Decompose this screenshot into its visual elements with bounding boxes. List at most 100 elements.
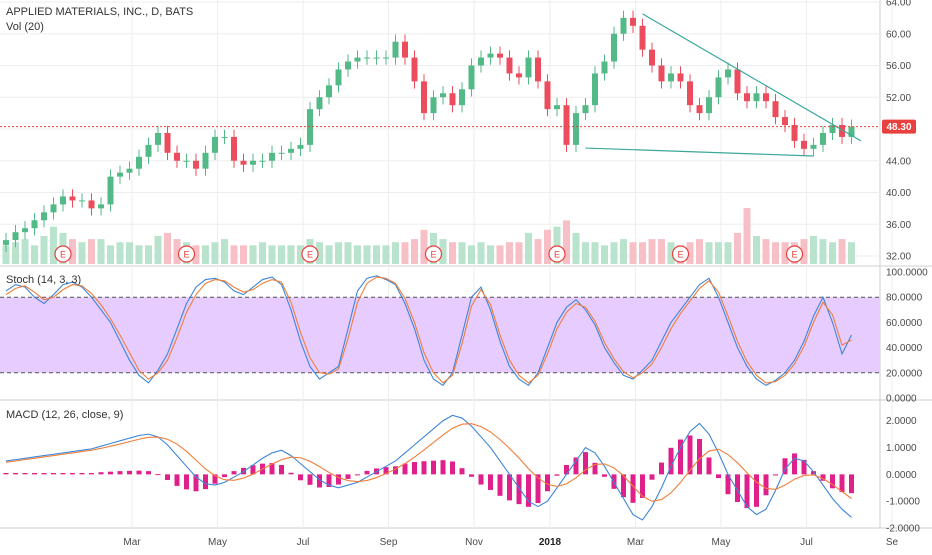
candle-body[interactable]	[544, 81, 551, 110]
candle-body[interactable]	[582, 105, 589, 114]
candle-body[interactable]	[639, 25, 646, 50]
candle-body[interactable]	[839, 125, 845, 137]
candle-body[interactable]	[677, 73, 684, 82]
candle-body[interactable]	[88, 200, 95, 209]
candle-body[interactable]	[706, 97, 712, 114]
candle-body[interactable]	[41, 212, 47, 221]
candle-body[interactable]	[12, 232, 19, 241]
candle-body[interactable]	[449, 93, 456, 106]
candle-body[interactable]	[810, 144, 817, 149]
candle-body[interactable]	[335, 69, 342, 86]
candle-body[interactable]	[392, 41, 399, 58]
candle-body[interactable]	[278, 152, 285, 154]
candle-body[interactable]	[212, 136, 218, 153]
candle-body[interactable]	[259, 160, 266, 162]
candle-body[interactable]	[354, 57, 361, 62]
earnings-marker[interactable]	[671, 245, 690, 263]
candle-body[interactable]	[649, 49, 655, 66]
candle-body[interactable]	[801, 140, 807, 149]
candle-body[interactable]	[50, 204, 57, 213]
earnings-marker[interactable]	[548, 245, 566, 263]
candle-body[interactable]	[3, 240, 9, 245]
candle-body[interactable]	[250, 160, 256, 165]
candle-body[interactable]	[145, 144, 152, 157]
candle-body[interactable]	[734, 69, 741, 94]
trendline-lower[interactable]	[585, 147, 814, 157]
candle-body[interactable]	[269, 152, 275, 161]
earnings-marker[interactable]	[54, 245, 72, 263]
candle-body[interactable]	[126, 168, 133, 173]
candle-body[interactable]	[183, 160, 190, 162]
candle-body[interactable]	[487, 53, 494, 58]
candle-body[interactable]	[573, 113, 579, 145]
candle-body[interactable]	[535, 57, 541, 82]
candle-body[interactable]	[316, 97, 323, 110]
candle-body[interactable]	[345, 61, 351, 70]
candle-body[interactable]	[820, 132, 826, 145]
candle-body[interactable]	[22, 228, 28, 233]
candle-body[interactable]	[658, 65, 665, 82]
candle-body[interactable]	[763, 93, 769, 102]
candle-body[interactable]	[554, 105, 560, 110]
candle-body[interactable]	[202, 152, 209, 169]
candle-body[interactable]	[430, 97, 437, 114]
candle-body[interactable]	[107, 176, 114, 205]
candle-body[interactable]	[373, 57, 380, 59]
candle-body[interactable]	[383, 57, 389, 59]
candle-body[interactable]	[117, 172, 123, 177]
candle-body[interactable]	[411, 57, 418, 82]
candle-body[interactable]	[829, 125, 836, 133]
candle-body[interactable]	[782, 117, 788, 126]
candle-body[interactable]	[155, 132, 161, 145]
candle-body[interactable]	[459, 89, 465, 106]
candle-body[interactable]	[611, 33, 617, 62]
trendline-upper[interactable]	[642, 13, 862, 142]
candle-body[interactable]	[772, 101, 779, 118]
candle-body[interactable]	[715, 77, 722, 98]
candle-body[interactable]	[231, 136, 237, 161]
earnings-marker[interactable]	[177, 245, 196, 263]
candle-body[interactable]	[288, 148, 294, 153]
candle-body[interactable]	[687, 81, 693, 106]
candle-body[interactable]	[848, 126, 855, 137]
candle-body[interactable]	[516, 73, 522, 78]
candle-body[interactable]	[497, 53, 503, 58]
candle-body[interactable]	[31, 220, 38, 229]
candle-body[interactable]	[60, 196, 66, 205]
candle-body[interactable]	[478, 57, 484, 66]
candle-body[interactable]	[402, 41, 408, 58]
candle-body[interactable]	[563, 105, 570, 145]
candle-body[interactable]	[136, 156, 142, 169]
candle-body[interactable]	[240, 160, 247, 165]
candle-body[interactable]	[364, 57, 370, 59]
candle-body[interactable]	[69, 196, 76, 201]
candle-body[interactable]	[668, 73, 674, 82]
candle-body[interactable]	[174, 152, 180, 161]
candle-body[interactable]	[79, 200, 85, 202]
candle-body[interactable]	[326, 85, 332, 98]
candle-body[interactable]	[620, 17, 627, 34]
candle-body[interactable]	[601, 61, 608, 74]
candle-body[interactable]	[630, 17, 636, 26]
candle-body[interactable]	[221, 136, 228, 138]
candle-body[interactable]	[297, 144, 304, 149]
candle-body[interactable]	[525, 57, 532, 78]
candle-body[interactable]	[753, 93, 760, 102]
candle-body[interactable]	[98, 204, 104, 209]
candle-body[interactable]	[744, 93, 750, 102]
candle-body[interactable]	[592, 73, 598, 106]
candle-body[interactable]	[468, 65, 475, 90]
candles-layer[interactable]	[3, 10, 855, 253]
earnings-marker[interactable]	[785, 245, 804, 263]
candle-body[interactable]	[506, 57, 513, 74]
earnings-marker[interactable]	[301, 245, 319, 263]
candle-body[interactable]	[791, 125, 798, 141]
candle-body[interactable]	[725, 69, 731, 78]
candle-body[interactable]	[421, 81, 427, 114]
earnings-marker[interactable]	[424, 245, 443, 263]
candle-body[interactable]	[696, 105, 703, 114]
candle-body[interactable]	[440, 93, 446, 98]
candle-body[interactable]	[193, 160, 199, 169]
candle-body[interactable]	[307, 109, 313, 145]
candle-body[interactable]	[164, 132, 171, 153]
